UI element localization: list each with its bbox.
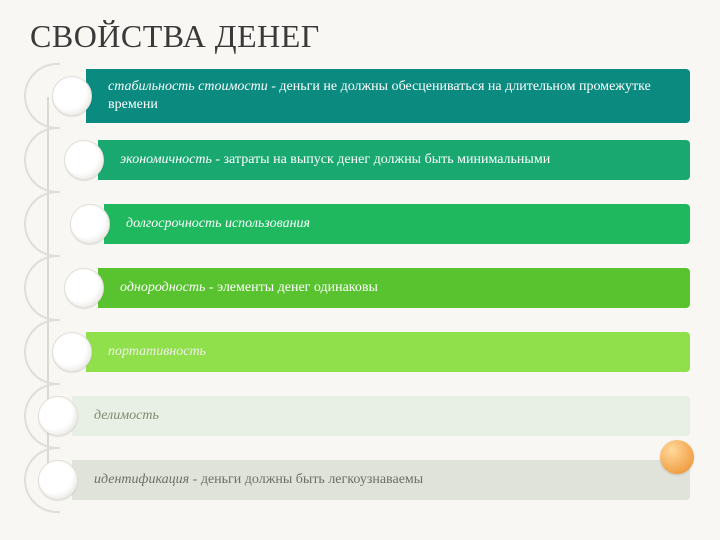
properties-diagram: стабильность стоимости - деньги не должн… <box>38 69 690 507</box>
connector-arc <box>24 255 60 321</box>
list-item: стабильность стоимости - деньги не должн… <box>38 69 690 123</box>
bullet-icon <box>52 76 92 116</box>
connector-arc <box>24 191 60 257</box>
item-term: экономичность <box>120 152 212 167</box>
item-desc: деньги должны быть легкоузнаваемы <box>201 472 423 487</box>
slide: СВОЙСТВА ДЕНЕГ стабильность стоимости - … <box>0 0 720 540</box>
item-term: идентификация <box>94 472 189 487</box>
item-sep: - <box>212 152 224 167</box>
list-item: долгосрочность использования <box>38 197 690 251</box>
item-term: портативность <box>108 344 206 359</box>
item-sep: - <box>268 79 280 94</box>
item-term: долгосрочность использования <box>126 216 310 231</box>
item-bar-2: экономичность - затраты на выпуск денег … <box>98 140 690 180</box>
item-sep: - <box>189 472 201 487</box>
list-item: делимость <box>38 389 690 443</box>
item-term: однородность <box>120 280 205 295</box>
list-item: экономичность - затраты на выпуск денег … <box>38 133 690 187</box>
item-desc: элементы денег одинаковы <box>217 280 378 295</box>
list-item: портативность <box>38 325 690 379</box>
item-bar-6: делимость <box>72 396 690 436</box>
item-term: стабильность стоимости <box>108 79 268 94</box>
item-desc: затраты на выпуск денег должны быть мини… <box>224 152 551 167</box>
item-bar-3: долгосрочность использования <box>104 204 690 244</box>
list-item: однородность - элементы денег одинаковы <box>38 261 690 315</box>
item-bar-5: портативность <box>86 332 690 372</box>
page-title: СВОЙСТВА ДЕНЕГ <box>30 18 690 55</box>
item-bar-7: идентификация - деньги должны быть легко… <box>72 460 690 500</box>
connector-arc <box>24 127 60 193</box>
list-item: идентификация - деньги должны быть легко… <box>38 453 690 507</box>
item-bar-4: однородность - элементы денег одинаковы <box>98 268 690 308</box>
accent-dot-icon <box>660 440 694 474</box>
item-bar-1: стабильность стоимости - деньги не должн… <box>86 69 690 123</box>
item-term: делимость <box>94 408 159 423</box>
item-sep: - <box>205 280 217 295</box>
